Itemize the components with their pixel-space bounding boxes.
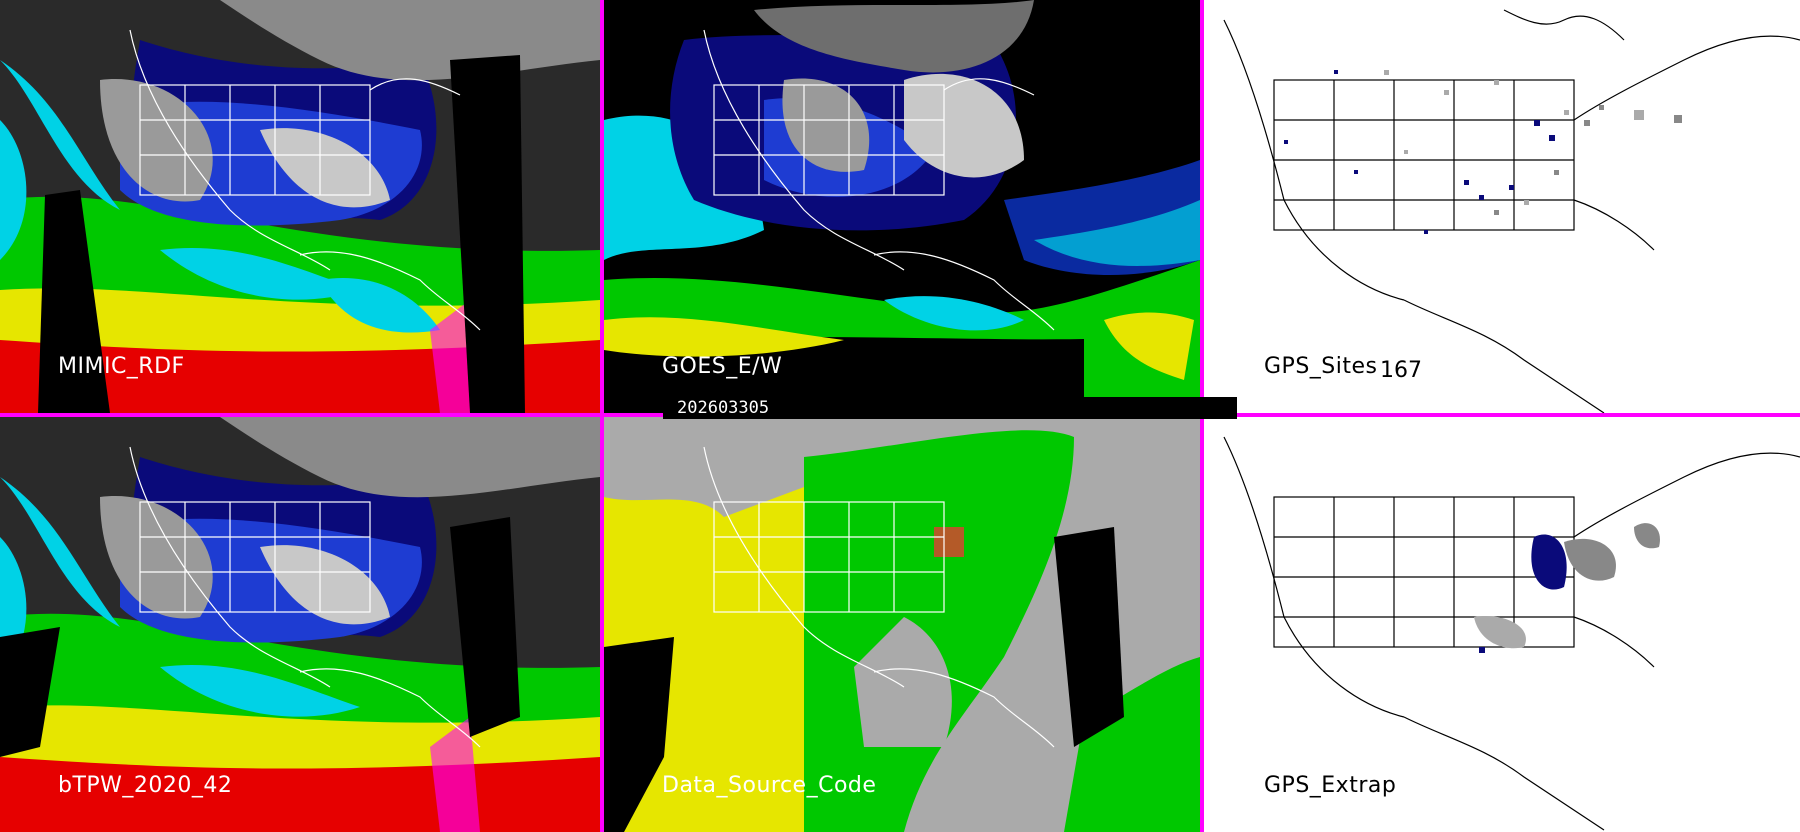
- gps-sites-map: [1204, 0, 1800, 413]
- mimic-panel: MIMIC_RDF: [0, 0, 600, 413]
- gps-sites-markers: [1284, 70, 1682, 234]
- gps-sites-count: 167: [1380, 358, 1422, 383]
- btpw-label: bTPW_2020_42: [58, 773, 233, 798]
- source-label: Data_Source_Code: [662, 773, 877, 798]
- btpw-boundaries: [129, 446, 481, 748]
- vertical-divider-1: [600, 0, 604, 832]
- gps-extrap-map: [1204, 417, 1800, 832]
- mimic-map: [0, 0, 600, 413]
- goes-panel: GOES_E/W: [604, 0, 1200, 413]
- btpw-map: [0, 417, 600, 832]
- source-boundaries: [703, 446, 1055, 748]
- mimic-boundaries: [129, 29, 481, 331]
- goes-label: GOES_E/W: [662, 354, 783, 379]
- source-map: [604, 417, 1200, 832]
- btpw-panel: bTPW_2020_42: [0, 417, 600, 832]
- gps-extrap-boundaries: [1223, 436, 1800, 831]
- gps-extrap-panel: GPS_Extrap: [1204, 417, 1800, 832]
- gps-sites-panel: GPS_Sites: [1204, 0, 1800, 413]
- timestamp-bar: 202603305: [663, 397, 1237, 419]
- goes-boundaries: [703, 29, 1055, 331]
- mimic-label: MIMIC_RDF: [58, 354, 185, 379]
- gps-sites-label: GPS_Sites: [1264, 354, 1378, 379]
- goes-map: [604, 0, 1200, 413]
- gps-extrap-label: GPS_Extrap: [1264, 773, 1397, 798]
- source-panel: Data_Source_Code: [604, 417, 1200, 832]
